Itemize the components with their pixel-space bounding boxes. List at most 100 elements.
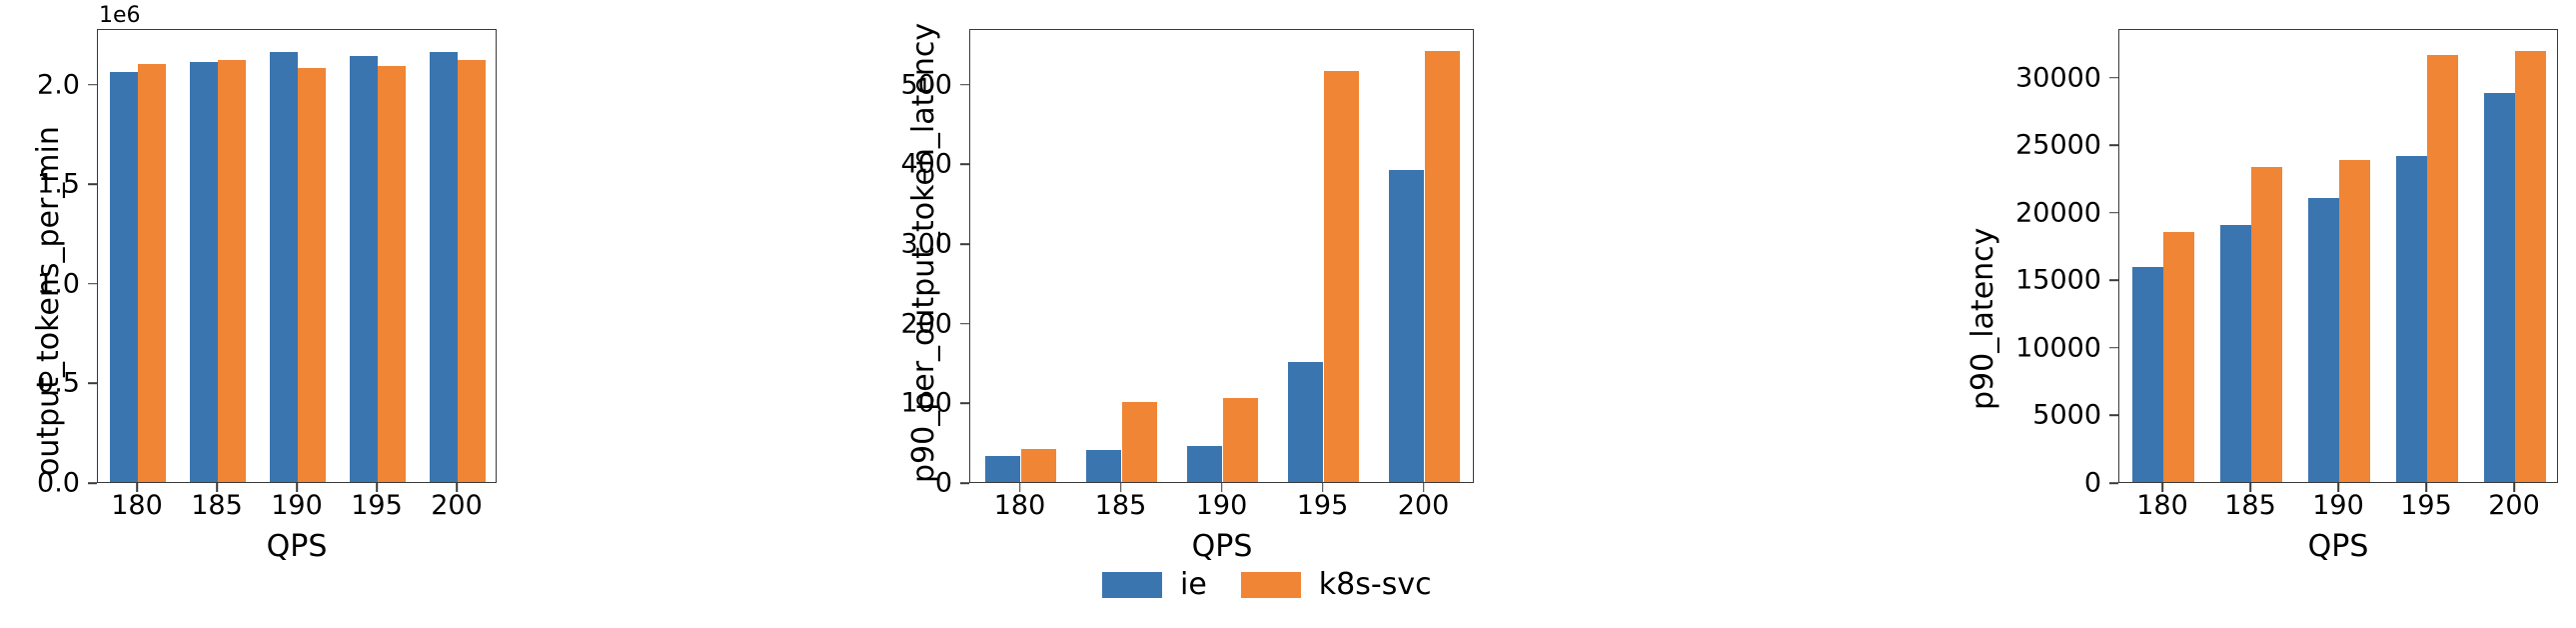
y-tick-mark bbox=[960, 402, 969, 405]
x-tick-label: 190 bbox=[2312, 490, 2364, 521]
bar-group-185 bbox=[2207, 30, 2295, 482]
bar-group-200 bbox=[2471, 30, 2559, 482]
y-tick-labels: 0.0 0.5 1.0 1.5 2.0 bbox=[0, 29, 80, 496]
plot-area bbox=[970, 30, 1473, 482]
bar-group-200 bbox=[1374, 30, 1475, 482]
y-tick-mark bbox=[88, 183, 97, 186]
x-tick-mark bbox=[216, 483, 218, 492]
chart-panel-p90-per-output-token-latency: p90_per_output_token_latency 0 100 200 300 4… bbox=[540, 0, 1499, 628]
x-tick-label: 190 bbox=[1195, 490, 1248, 521]
bar-ie-185 bbox=[2220, 225, 2251, 482]
y-tick-label: 15000 bbox=[2015, 264, 2101, 296]
bar-group-190 bbox=[2295, 30, 2383, 482]
y-tick-label: 2.0 bbox=[37, 69, 80, 101]
bar-k8s-svc-180 bbox=[1020, 449, 1056, 482]
bar-ie-190 bbox=[2308, 198, 2339, 482]
bar-group-180 bbox=[98, 30, 178, 482]
y-tick-marks bbox=[960, 29, 969, 484]
y-tick-mark bbox=[88, 382, 97, 385]
x-tick-label: 200 bbox=[431, 490, 483, 521]
y-tick-mark bbox=[2109, 279, 2118, 282]
plot-axes-frame bbox=[969, 29, 1474, 483]
bar-ie-180 bbox=[2132, 267, 2163, 482]
y-tick-mark bbox=[88, 482, 97, 484]
y-tick-label: 300 bbox=[900, 228, 952, 260]
legend-label: ie bbox=[1180, 567, 1207, 602]
legend-label: k8s-svc bbox=[1318, 567, 1432, 602]
x-tick-mark bbox=[2513, 483, 2515, 492]
x-tick-mark bbox=[1422, 483, 1425, 492]
bar-k8s-svc-185 bbox=[218, 59, 246, 482]
legend-entry-ie[interactable]: ie bbox=[1102, 570, 1207, 600]
bar-ie-200 bbox=[1389, 169, 1425, 482]
bar-ie-195 bbox=[2396, 156, 2427, 482]
bar-ie-190 bbox=[1187, 446, 1223, 482]
y-tick-mark bbox=[2109, 211, 2118, 214]
bar-group-190 bbox=[1172, 30, 1273, 482]
x-tick-mark bbox=[1220, 483, 1223, 492]
y-tick-mark bbox=[2109, 482, 2118, 484]
y-axis-offset-text: 1e6 bbox=[99, 3, 141, 28]
bar-k8s-svc-190 bbox=[2339, 160, 2370, 482]
x-tick-mark bbox=[1018, 483, 1021, 492]
x-tick-label: 195 bbox=[351, 490, 403, 521]
bar-ie-180 bbox=[110, 71, 138, 482]
y-tick-label: 1.0 bbox=[37, 268, 80, 300]
bar-k8s-svc-190 bbox=[1222, 398, 1258, 482]
bar-k8s-svc-185 bbox=[2251, 167, 2282, 482]
bar-k8s-svc-195 bbox=[2427, 55, 2458, 482]
bar-k8s-svc-200 bbox=[458, 59, 486, 482]
bar-ie-195 bbox=[350, 55, 378, 482]
bar-group-195 bbox=[1273, 30, 1374, 482]
x-tick-mark bbox=[136, 483, 138, 492]
plot-area bbox=[2119, 30, 2557, 482]
y-tick-label: 400 bbox=[900, 148, 952, 180]
bar-ie-195 bbox=[1288, 361, 1324, 482]
x-tick-label: 185 bbox=[191, 490, 243, 521]
y-tick-label: 100 bbox=[900, 387, 952, 419]
x-tick-label: 200 bbox=[2488, 490, 2540, 521]
bar-ie-200 bbox=[2484, 92, 2515, 482]
y-tick-labels: 0 100 200 300 400 500 bbox=[869, 29, 952, 496]
y-tick-mark bbox=[2109, 347, 2118, 349]
y-tick-label: 20000 bbox=[2015, 197, 2101, 229]
y-tick-label: 30000 bbox=[2015, 62, 2101, 94]
x-tick-mark bbox=[2249, 483, 2251, 492]
y-tick-labels: 0 5000 10000 15000 20000 25000 30000 bbox=[1929, 29, 2101, 496]
bar-k8s-svc-190 bbox=[298, 67, 326, 482]
y-tick-label: 0.0 bbox=[37, 467, 80, 499]
y-tick-mark bbox=[960, 163, 969, 166]
legend-entry-k8s-svc[interactable]: k8s-svc bbox=[1240, 567, 1432, 602]
x-tick-mark bbox=[296, 483, 298, 492]
x-tick-label: 180 bbox=[111, 490, 163, 521]
bar-ie-190 bbox=[270, 51, 298, 482]
legend-swatch-icon bbox=[1102, 572, 1162, 598]
x-tick-label: 190 bbox=[271, 490, 323, 521]
y-tick-mark bbox=[2109, 414, 2118, 417]
y-tick-marks bbox=[2109, 29, 2118, 484]
x-tick-mark bbox=[1321, 483, 1324, 492]
bar-group-180 bbox=[2119, 30, 2207, 482]
plot-area bbox=[98, 30, 496, 482]
y-tick-label: 10000 bbox=[2015, 332, 2101, 364]
bar-k8s-svc-180 bbox=[138, 63, 166, 482]
x-tick-mark bbox=[2337, 483, 2339, 492]
x-tick-label: 195 bbox=[1296, 490, 1349, 521]
chart-panel-p90-latency: p90_latency 0 5000 10000 15000 20000 25000 300… bbox=[1499, 0, 2576, 628]
y-tick-mark bbox=[88, 283, 97, 285]
x-tick-label: 180 bbox=[993, 490, 1046, 521]
x-tick-labels: 180 185 190 195 200 bbox=[969, 483, 1474, 532]
x-tick-label: 185 bbox=[1094, 490, 1147, 521]
legend: ie k8s-svc bbox=[1102, 570, 1432, 600]
y-tick-label: 0 bbox=[934, 467, 952, 499]
y-tick-mark bbox=[960, 243, 969, 245]
bar-k8s-svc-200 bbox=[1424, 51, 1460, 482]
bar-k8s-svc-185 bbox=[1121, 401, 1157, 482]
bar-k8s-svc-180 bbox=[2163, 232, 2194, 482]
x-tick-label: 185 bbox=[2224, 490, 2276, 521]
x-tick-labels: 180 185 190 195 200 bbox=[97, 483, 497, 532]
bar-group-180 bbox=[970, 30, 1071, 482]
y-tick-marks bbox=[88, 29, 97, 484]
bar-ie-185 bbox=[1086, 450, 1122, 482]
